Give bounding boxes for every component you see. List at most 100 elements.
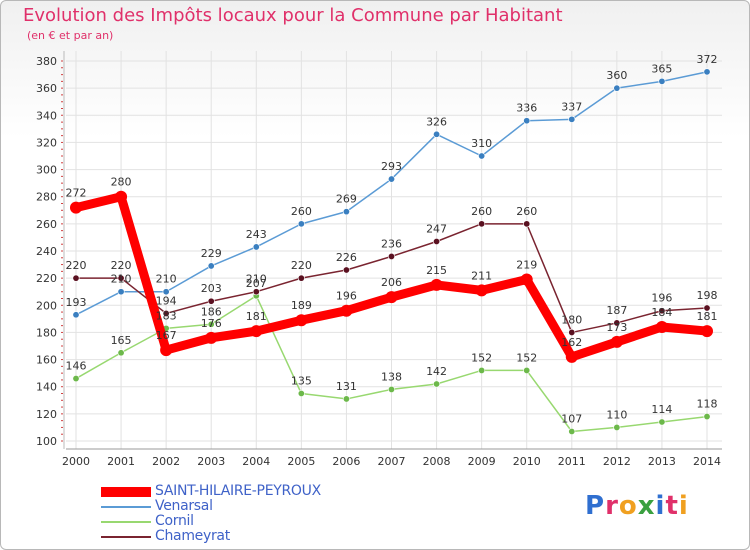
legend-label: Chameyrat [155,528,230,544]
data-point-saint-hilaire-peyroux [115,190,128,203]
data-point-chameyrat [297,274,305,282]
legend-label: Cornil [155,513,194,529]
x-tick-label: 2002 [152,455,180,468]
data-label-chameyrat: 203 [201,282,222,295]
data-label-cornil: 152 [516,351,537,364]
proxiti-logo: Proxiti [585,491,689,521]
y-tick-label: 160 [36,354,57,367]
data-label-cornil: 142 [426,365,447,378]
logo-letter: i [655,491,666,521]
data-point-saint-hilaire-peyroux [565,350,578,363]
data-point-saint-hilaire-peyroux [520,273,533,286]
y-tick-label: 340 [36,109,57,122]
data-label-venarsal: 360 [606,69,627,82]
data-label-venarsal: 269 [336,193,357,206]
y-tick-label: 280 [36,191,57,204]
data-point-chameyrat [658,307,666,315]
data-label-venarsal: 293 [381,160,402,173]
data-label-saint-hilaire-peyroux: 189 [291,299,312,312]
data-label-chameyrat: 260 [516,205,537,218]
data-point-saint-hilaire-peyroux [250,325,263,338]
data-point-venarsal [658,77,666,85]
data-label-chameyrat: 198 [697,289,718,302]
data-label-saint-hilaire-peyroux: 272 [66,187,87,200]
data-label-saint-hilaire-peyroux: 181 [697,310,718,323]
data-label-venarsal: 336 [516,102,537,115]
data-point-chameyrat [207,297,215,305]
legend-swatch [101,487,151,497]
data-point-chameyrat [117,274,125,282]
y-tick-label: 200 [36,299,57,312]
data-point-venarsal [72,311,80,319]
data-point-saint-hilaire-peyroux [295,314,308,327]
y-tick-label: 380 [36,55,57,68]
data-point-saint-hilaire-peyroux [610,335,623,348]
y-tick-label: 220 [36,272,57,285]
data-label-cornil: 146 [66,360,87,373]
data-point-saint-hilaire-peyroux [430,278,443,291]
logo-letter: o [618,491,638,521]
data-label-cornil: 138 [381,370,402,383]
x-tick-label: 2000 [62,455,90,468]
legend-label: SAINT-HILAIRE-PEYROUX [155,483,321,499]
data-point-venarsal [387,175,395,183]
data-label-venarsal: 260 [291,205,312,218]
x-tick-label: 2004 [242,455,270,468]
logo-letter: P [585,491,606,521]
logo-letter: r [605,491,619,521]
data-point-cornil [297,389,305,397]
data-point-venarsal [613,84,621,92]
data-label-cornil: 186 [201,305,222,318]
data-point-venarsal [207,262,215,270]
y-tick-label: 260 [36,218,57,231]
data-point-venarsal [117,288,125,296]
data-label-venarsal: 243 [246,228,267,241]
legend-swatch [101,536,151,538]
data-point-chameyrat [162,309,170,317]
data-point-saint-hilaire-peyroux [205,331,218,344]
data-label-chameyrat: 226 [336,251,357,264]
x-tick-label: 2008 [423,455,451,468]
data-label-venarsal: 210 [111,273,132,286]
logo-letter: t [665,491,679,521]
data-point-cornil [117,349,125,357]
data-label-chameyrat: 236 [381,237,402,250]
data-point-chameyrat [72,274,80,282]
data-point-cornil [613,423,621,431]
data-label-cornil: 165 [111,334,132,347]
data-point-saint-hilaire-peyroux [701,325,713,338]
y-tick-label: 140 [36,381,57,394]
data-point-cornil [478,366,486,374]
data-label-saint-hilaire-peyroux: 211 [471,269,492,282]
data-label-chameyrat: 187 [606,304,627,317]
data-point-saint-hilaire-peyroux [655,321,668,333]
data-point-saint-hilaire-peyroux [475,284,488,297]
x-tick-label: 2001 [107,455,135,468]
data-label-cornil: 107 [561,413,582,426]
data-point-venarsal [297,220,305,228]
logo-letter: x [637,491,656,521]
data-point-cornil [703,413,711,421]
data-point-chameyrat [523,220,531,228]
data-label-venarsal: 229 [201,247,222,260]
x-tick-label: 2014 [693,455,721,468]
data-label-saint-hilaire-peyroux: 167 [156,329,177,342]
data-label-chameyrat: 194 [156,294,177,307]
data-point-venarsal [703,68,711,76]
x-tick-label: 2006 [332,455,360,468]
data-label-saint-hilaire-peyroux: 181 [246,310,267,323]
data-point-saint-hilaire-peyroux [160,344,173,357]
data-point-saint-hilaire-peyroux [385,291,398,304]
data-point-chameyrat [342,266,350,274]
data-point-chameyrat [568,328,576,336]
data-point-saint-hilaire-peyroux [70,201,82,214]
y-tick-label: 320 [36,136,57,149]
data-point-venarsal [433,130,441,138]
x-tick-label: 2009 [468,455,496,468]
x-tick-label: 2005 [287,455,315,468]
data-point-cornil [72,375,80,383]
legend-label: Venarsal [155,498,213,514]
data-label-chameyrat: 220 [111,259,132,272]
